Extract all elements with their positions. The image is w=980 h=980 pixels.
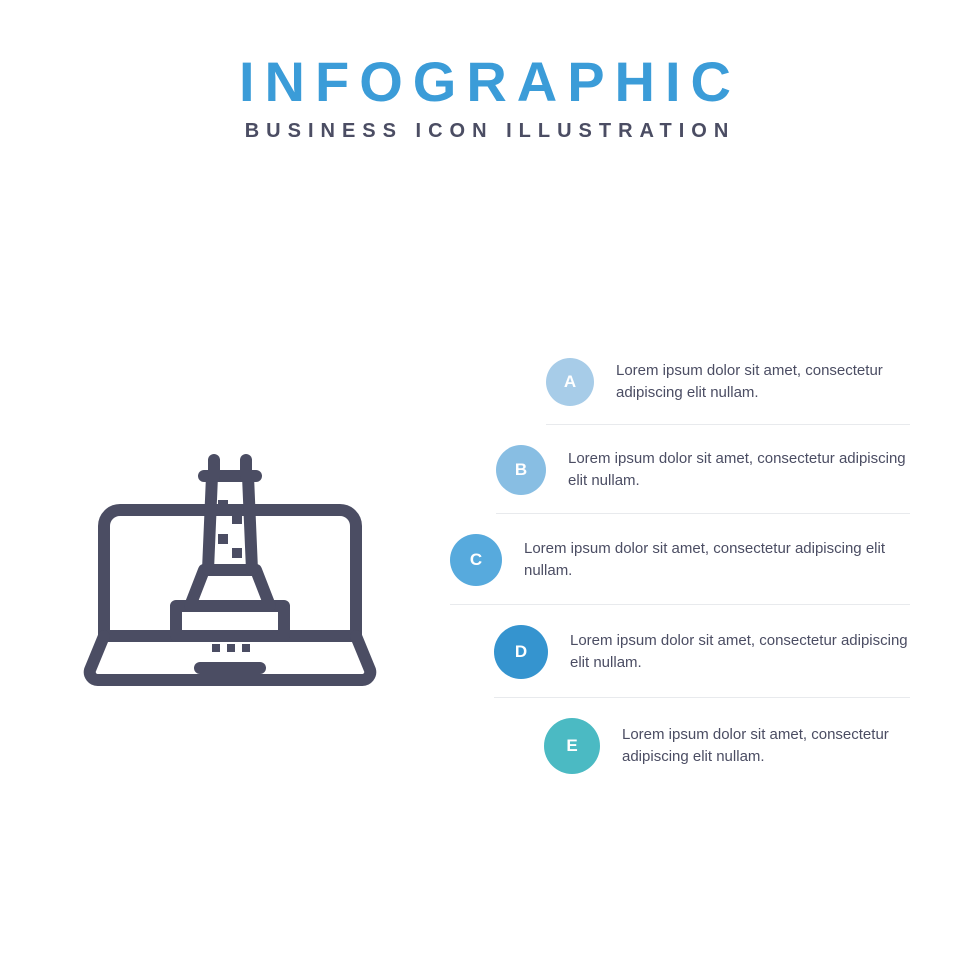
step-badge: B <box>496 445 546 495</box>
step-e: E Lorem ipsum dolor sit amet, consectetu… <box>544 698 910 792</box>
step-text: Lorem ipsum dolor sit amet, consectetur … <box>622 724 910 768</box>
step-text: Lorem ipsum dolor sit amet, consectetur … <box>570 630 910 674</box>
steps-list: A Lorem ipsum dolor sit amet, consectetu… <box>450 338 980 792</box>
main-icon-wrap <box>0 420 450 720</box>
step-d: D Lorem ipsum dolor sit amet, consectetu… <box>494 605 910 698</box>
step-badge: E <box>544 718 600 774</box>
step-text: Lorem ipsum dolor sit amet, consectetur … <box>568 448 910 492</box>
step-badge: A <box>546 358 594 406</box>
page-subtitle: BUSINESS ICON ILLUSTRATION <box>0 120 980 143</box>
page-title: INFOGRAPHIC <box>0 54 980 120</box>
step-b: B Lorem ipsum dolor sit amet, consectetu… <box>496 425 910 514</box>
header: INFOGRAPHIC BUSINESS ICON ILLUSTRATION <box>0 0 980 143</box>
step-c: C Lorem ipsum dolor sit amet, consectetu… <box>450 514 910 605</box>
step-a: A Lorem ipsum dolor sit amet, consectetu… <box>546 338 910 425</box>
content-row: A Lorem ipsum dolor sit amet, consectetu… <box>0 290 980 850</box>
step-text: Lorem ipsum dolor sit amet, consectetur … <box>524 538 910 582</box>
step-badge: C <box>450 534 502 586</box>
step-badge: D <box>494 625 548 679</box>
step-text: Lorem ipsum dolor sit amet, consectetur … <box>616 360 910 404</box>
laptop-tower-icon <box>80 420 380 720</box>
